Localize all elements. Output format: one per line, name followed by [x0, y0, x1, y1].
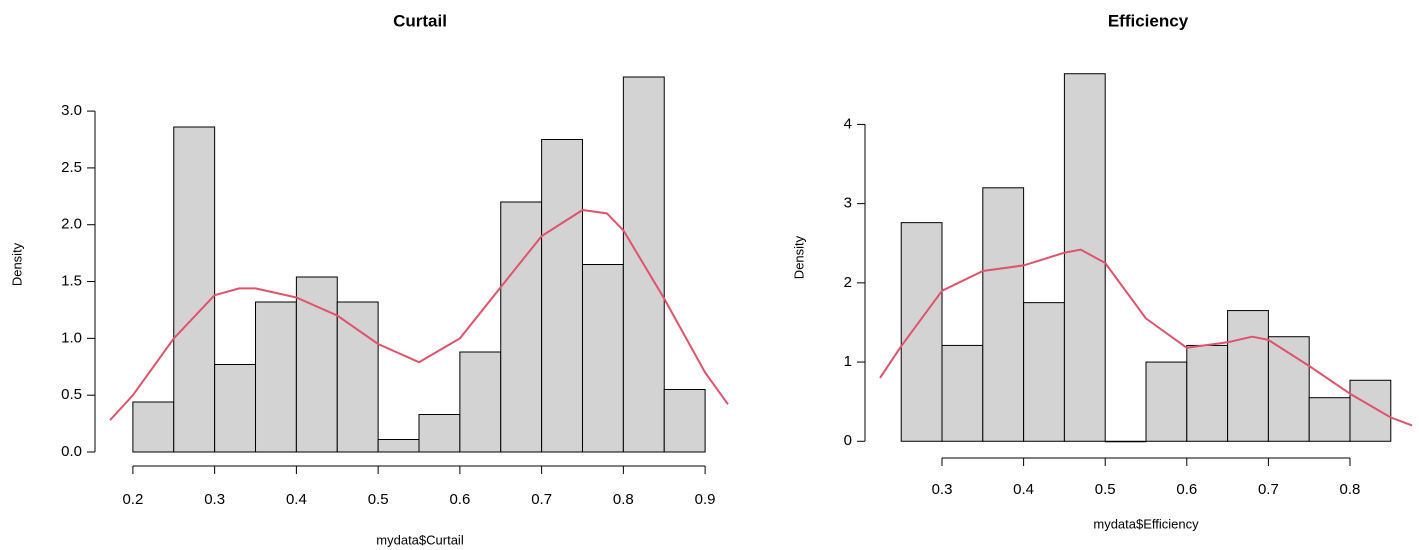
y-tick-label: 3.0: [61, 102, 82, 119]
x-tick-label: 0.5: [1095, 481, 1116, 498]
histogram-bar: [1023, 302, 1065, 442]
x-tick-label: 0.6: [1176, 481, 1197, 498]
x-tick-label: 0.5: [368, 491, 389, 508]
y-tick-label: 1.0: [61, 329, 82, 346]
x-tick-label: 0.2: [122, 491, 143, 508]
y-tick-label: 2: [844, 274, 852, 291]
y-tick-label: 3: [844, 195, 852, 212]
y-tick-label: 0: [844, 432, 852, 449]
histogram-bar: [663, 389, 706, 453]
histogram-bar: [1308, 397, 1351, 442]
chart-title: Curtail: [393, 11, 447, 30]
histogram-bar: [1104, 440, 1147, 443]
x-tick-label: 0.7: [531, 491, 552, 508]
histogram-bar: [418, 414, 461, 453]
histogram-bar: [214, 364, 257, 453]
x-axis-title: mydata$Curtail: [376, 532, 464, 547]
histogram-bar: [459, 351, 502, 453]
histogram-bar: [541, 139, 583, 453]
x-axis-title: mydata$Efficiency: [1093, 516, 1199, 531]
histogram-bar: [900, 222, 943, 442]
histogram-bar: [173, 126, 216, 453]
density-curve: [879, 248, 1413, 427]
y-tick-label: 1: [844, 353, 852, 370]
histogram-bar: [941, 344, 984, 442]
x-tick-label: 0.9: [695, 491, 716, 508]
histogram-bar: [1267, 336, 1310, 442]
x-tick-label: 0.6: [449, 491, 470, 508]
histogram-bar: [581, 264, 624, 453]
y-tick-label: 1.5: [61, 273, 82, 290]
x-tick-label: 0.8: [1340, 481, 1361, 498]
histogram-bar: [295, 276, 338, 453]
histogram-bar: [255, 301, 297, 453]
histogram-bar: [1063, 73, 1106, 442]
y-tick-label: 4: [844, 115, 852, 132]
y-axis-title: Density: [9, 242, 24, 286]
y-tick-label: 2.5: [61, 159, 82, 176]
histogram-bar: [1227, 310, 1269, 442]
histogram-bar: [1349, 379, 1392, 442]
density-curve: [109, 209, 729, 421]
x-tick-label: 0.7: [1258, 481, 1279, 498]
chart-title: Efficiency: [1108, 11, 1189, 30]
x-tick-label: 0.3: [204, 491, 225, 508]
y-tick-label: 0.0: [61, 443, 82, 460]
histogram-bar: [377, 439, 420, 453]
x-tick-label: 0.4: [286, 491, 307, 508]
y-tick-label: 0.5: [61, 386, 82, 403]
histogram-bar: [1145, 361, 1188, 442]
y-axis-title: Density: [791, 235, 806, 279]
histogram-bar: [336, 301, 379, 453]
x-tick-label: 0.8: [613, 491, 634, 508]
y-tick-label: 2.0: [61, 216, 82, 233]
histogram-bar: [982, 187, 1025, 442]
x-tick-label: 0.4: [1013, 481, 1034, 498]
histogram-bar: [500, 201, 543, 453]
x-tick-label: 0.3: [932, 481, 953, 498]
histogram-bar: [132, 401, 175, 453]
histogram-bar: [1186, 344, 1229, 442]
